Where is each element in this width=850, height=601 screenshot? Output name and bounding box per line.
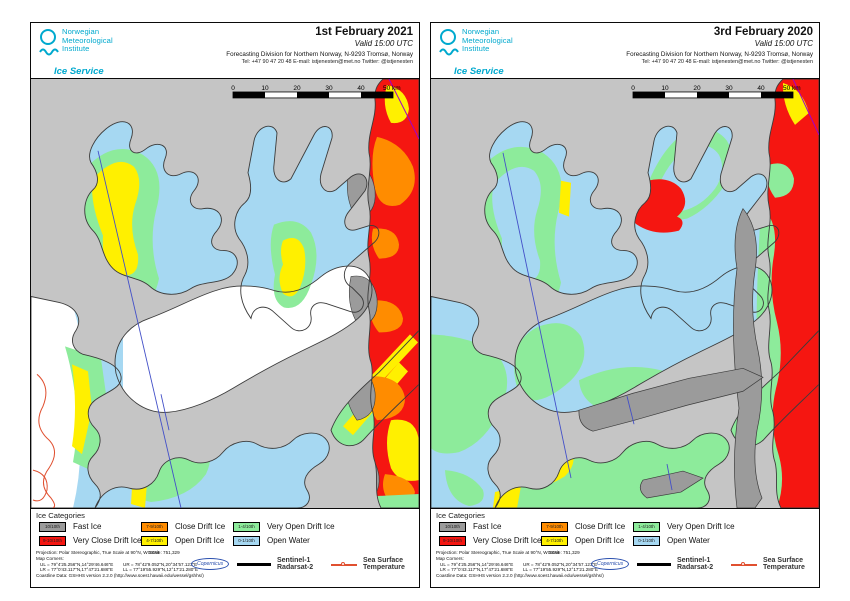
satellite-swath-lines <box>97 150 182 508</box>
svg-text:50 km: 50 km <box>383 85 401 92</box>
ice-chart-panel-2020: Norwegian Meteorological Institute Ice S… <box>430 22 820 588</box>
scale-bar: 0 10 20 30 40 50 km <box>631 85 801 99</box>
open-drift-swatch: 4-7/10th <box>141 536 168 546</box>
met-logo-icon <box>439 29 459 56</box>
radar-line-sample <box>637 563 671 566</box>
sst-dot-sample <box>341 562 345 566</box>
sst-source-label: Sea Surface Temperature <box>763 557 805 572</box>
copernicus-logo: Copernicus <box>191 558 230 570</box>
corner-ul: UL = 79°4'25.256"N,14°29'46.646"E <box>40 562 114 567</box>
svg-text:40: 40 <box>757 85 765 92</box>
radar-line-sample <box>237 563 271 566</box>
corner-lr: LR = 77°0'43.117"N,17°47'21.686"E <box>440 567 514 572</box>
radar-source-label: Sentinel-1 Radarsat-2 <box>277 557 314 572</box>
institute-name: Norwegian Meteorological Institute <box>62 27 113 53</box>
sst-contour-lines <box>32 373 56 508</box>
valid-time: Valid 15:00 UTC <box>754 39 813 49</box>
corner-lr: LR = 77°0'43.117"N,17°47'21.686"E <box>40 567 114 572</box>
open-drift-label: Open Drift Ice <box>575 536 625 545</box>
satellite-swath-lines <box>502 152 673 491</box>
very-open-drift-swatch: 1-4/10th <box>633 522 660 532</box>
very-close-drift-label: Very Close Drift Ice <box>473 536 542 545</box>
open-drift-label: Open Drift Ice <box>175 536 225 545</box>
legend-2020: Ice Categories 10/10th Fast Ice 9-10/10t… <box>431 508 819 587</box>
legend-2021: Ice Categories 10/10th Fast Ice 9-10/10t… <box>31 508 419 587</box>
chart-date-title: 1st February 2021 <box>315 26 413 38</box>
coastline-data-line: Coastline Data: GSHHS version 2.2.0 (htt… <box>36 573 204 578</box>
corner-ur: UR = 78°42'9.052"N,20°34'57.123"E <box>123 562 198 567</box>
fast-ice-patches <box>578 208 764 508</box>
svg-text:50 km: 50 km <box>783 85 801 92</box>
division-line: Forecasting Division for Northern Norway… <box>626 51 813 59</box>
corner-ul: UL = 79°4'25.256"N,14°29'46.646"E <box>440 562 514 567</box>
very-close-drift-swatch: 9-10/10th <box>439 536 466 546</box>
very-open-drift-swatch: 1-4/10th <box>233 522 260 532</box>
chart-header: Norwegian Meteorological Institute Ice S… <box>431 23 819 79</box>
open-drift-swatch: 4-7/10th <box>541 536 568 546</box>
corner-ll: LL = 77°19'55.929"N,12°17'21.280"E <box>123 567 199 572</box>
institute-name: Norwegian Meteorological Institute <box>462 27 513 53</box>
division-line: Forecasting Division for Northern Norway… <box>226 51 413 59</box>
svg-text:30: 30 <box>725 85 733 92</box>
close-drift-swatch: 7-9/10th <box>141 522 168 532</box>
svg-text:0: 0 <box>631 85 635 92</box>
ice-service-label: Ice Service <box>454 66 504 77</box>
fast-ice-swatch: 10/10th <box>39 522 66 532</box>
ice-map-2021: 0 10 20 30 40 50 km <box>31 79 419 508</box>
svg-text:40: 40 <box>357 85 365 92</box>
swath-boundary-line <box>388 79 419 140</box>
svg-text:20: 20 <box>293 85 301 92</box>
close-drift-swatch: 7-9/10th <box>541 522 568 532</box>
ice-chart-panel-2021: Norwegian Meteorological Institute Ice S… <box>30 22 420 588</box>
met-logo-icon <box>39 29 59 56</box>
svg-text:10: 10 <box>661 85 669 92</box>
header-info: 1st February 2021 Valid 15:00 UTC Foreca… <box>174 26 415 76</box>
close-drift-label: Close Drift Ice <box>575 522 626 531</box>
chart-date-title: 3rd February 2020 <box>713 26 813 38</box>
ice-service-label: Ice Service <box>54 66 104 77</box>
contact-line: Tel: +47 90 47 20 48 E-mail: istjenesten… <box>641 59 813 66</box>
fast-ice-label: Fast Ice <box>473 522 502 531</box>
contact-line: Tel: +47 90 47 20 48 E-mail: istjenesten… <box>241 59 413 66</box>
sst-source-label: Sea Surface Temperature <box>363 557 405 572</box>
fast-ice-swatch: 10/10th <box>439 522 466 532</box>
svg-text:20: 20 <box>693 85 701 92</box>
header-info: 3rd February 2020 Valid 15:00 UTC Foreca… <box>574 26 815 76</box>
swath-boundary-line <box>792 79 819 136</box>
valid-time: Valid 15:00 UTC <box>354 39 413 49</box>
map-corners-title: Map Corners: <box>36 556 64 561</box>
corner-ur: UR = 78°42'9.052"N,20°34'57.123"E <box>523 562 598 567</box>
scale-bar: 0 10 20 30 40 50 km <box>231 85 401 99</box>
svg-text:10: 10 <box>261 85 269 92</box>
open-water-swatch: 0-1/10th <box>633 536 660 546</box>
very-close-drift-label: Very Close Drift Ice <box>73 536 142 545</box>
legend-title: Ice Categories <box>436 511 485 520</box>
scale-line: Scale: 751,329 <box>149 550 180 555</box>
very-open-drift-label: Very Open Drift Ice <box>267 522 335 531</box>
institute-logo-block: Norwegian Meteorological Institute Ice S… <box>436 26 574 77</box>
projection-line: Projection: Polar Stereographic, True Sc… <box>36 550 160 555</box>
projection-line: Projection: Polar Stereographic, True Sc… <box>436 550 560 555</box>
close-drift-label: Close Drift Ice <box>175 522 226 531</box>
coastline-data-line: Coastline Data: GSHHS version 2.2.0 (htt… <box>436 573 604 578</box>
radar-source-label: Sentinel-1 Radarsat-2 <box>677 557 714 572</box>
open-water-label: Open Water <box>267 536 310 545</box>
scale-line: Scale: 751,329 <box>549 550 580 555</box>
map-corners-title: Map Corners: <box>436 556 464 561</box>
very-close-drift-swatch: 9-10/10th <box>39 536 66 546</box>
ice-map-2020: 0 10 20 30 40 50 km <box>431 79 819 508</box>
fast-ice-label: Fast Ice <box>73 522 102 531</box>
copernicus-logo: Copernicus <box>591 558 630 570</box>
very-open-drift-label: Very Open Drift Ice <box>667 522 735 531</box>
institute-logo-block: Norwegian Meteorological Institute Ice S… <box>36 26 174 77</box>
sst-dot-sample <box>741 562 745 566</box>
svg-text:30: 30 <box>325 85 333 92</box>
corner-ll: LL = 77°19'55.929"N,12°17'21.280"E <box>523 567 599 572</box>
svg-text:0: 0 <box>231 85 235 92</box>
chart-header: Norwegian Meteorological Institute Ice S… <box>31 23 419 79</box>
open-water-label: Open Water <box>667 536 710 545</box>
legend-title: Ice Categories <box>36 511 85 520</box>
open-water-swatch: 0-1/10th <box>233 536 260 546</box>
